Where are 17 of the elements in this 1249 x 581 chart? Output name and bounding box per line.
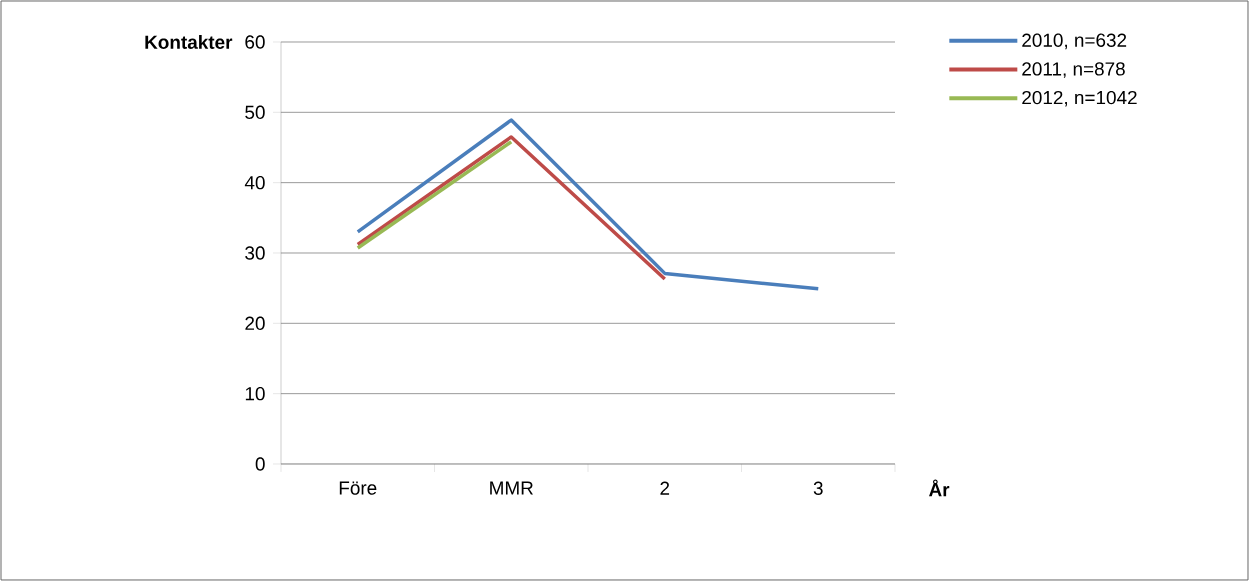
x-tick-label: 2	[660, 481, 670, 495]
y-tick-label: 20	[245, 316, 265, 331]
y-tick-label: 60	[245, 35, 265, 49]
y-tick-label: 50	[245, 105, 265, 120]
y-tick-label: 10	[245, 386, 265, 401]
x-tick-label: Före	[339, 481, 377, 495]
legend-label: 2011, n=878	[1022, 62, 1125, 78]
y-tick-label: 40	[244, 175, 265, 190]
x-tick-label: MMR	[490, 481, 533, 495]
y-axis-title: Kontakter	[145, 35, 233, 49]
legend-label: 2010, n=632	[1022, 33, 1127, 50]
line-series	[356, 118, 821, 291]
y-tick-label: 0	[255, 457, 265, 471]
x-tick-label: 3	[813, 481, 823, 495]
legend-label: 2012, n=1042	[1022, 90, 1137, 107]
x-axis-title: År	[929, 479, 950, 497]
y-tick-label: 30	[245, 246, 265, 260]
